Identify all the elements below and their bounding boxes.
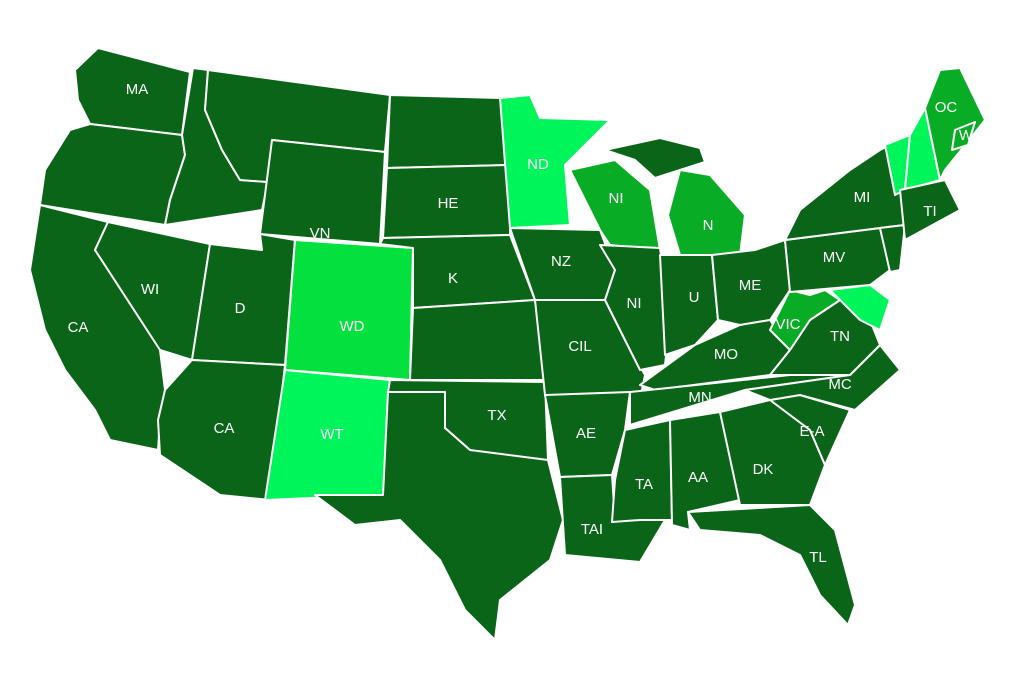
state-me[interactable]: [924, 67, 986, 181]
state-label-ky: MO: [714, 346, 738, 363]
state-label-oh: ME: [739, 277, 762, 294]
state-co[interactable]: [284, 239, 414, 381]
state-mi-u[interactable]: [604, 137, 706, 179]
state-label-tn: MN: [688, 389, 711, 406]
state-fl[interactable]: [687, 504, 856, 626]
state-label-ut: D: [235, 300, 246, 317]
state-nv[interactable]: [94, 221, 211, 361]
state-label-ne: K: [448, 270, 458, 287]
state-label-la: TAI: [581, 521, 603, 538]
state-label-in: U: [689, 289, 700, 306]
state-label-nc: MC: [828, 376, 851, 393]
state-ks[interactable]: [409, 299, 546, 381]
state-label-ok: TX: [487, 407, 506, 424]
state-label-ga: DK: [753, 461, 774, 478]
state-label-ny: MI: [854, 189, 871, 206]
state-label-nv: WI: [141, 281, 159, 298]
state-nj[interactable]: [879, 224, 906, 273]
state-label-wi: NI: [609, 190, 624, 207]
state-tx[interactable]: [314, 391, 564, 641]
state-label-ma: TI: [923, 203, 936, 220]
state-nd[interactable]: [386, 94, 511, 169]
state-ma[interactable]: [899, 179, 961, 241]
state-oh[interactable]: [711, 239, 791, 326]
state-label-ms: TA: [635, 476, 653, 493]
state-label-wv: VIC: [775, 316, 800, 333]
state-label-fl: TL: [809, 549, 827, 566]
state-label-mi: N: [703, 217, 714, 234]
state-label-wy: VN: [310, 225, 331, 242]
state-label-ar: AE: [576, 425, 596, 442]
state-me-coast[interactable]: [951, 121, 976, 151]
state-label-mn: ND: [527, 156, 549, 173]
state-label-az: CA: [214, 420, 235, 437]
state-label-sc: E-A: [799, 423, 824, 440]
state-label-me: OC: [935, 99, 958, 116]
state-label-il: NI: [627, 295, 642, 312]
state-label-me-coast: W: [959, 127, 974, 144]
state-label-nm: WT: [320, 426, 343, 443]
state-label-pa: MV: [823, 249, 846, 266]
state-ar[interactable]: [544, 391, 631, 478]
state-label-va: TN: [830, 328, 850, 345]
state-mi[interactable]: [667, 169, 746, 256]
state-label-ca: CA: [68, 319, 89, 336]
state-label-co: WD: [340, 318, 365, 335]
state-label-mo: CIL: [568, 338, 591, 355]
state-label-wa: MA: [126, 81, 149, 98]
state-label-sd: HE: [438, 195, 459, 212]
state-wv[interactable]: [769, 289, 841, 351]
state-label-ia: NZ: [551, 253, 571, 270]
state-in[interactable]: [659, 254, 719, 356]
state-label-al: AA: [688, 469, 708, 486]
